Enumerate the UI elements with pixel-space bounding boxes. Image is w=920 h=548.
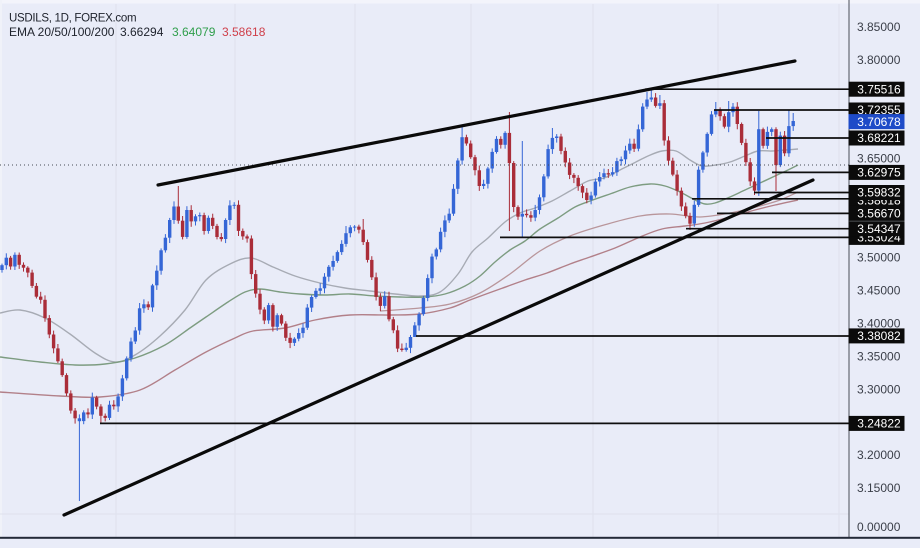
svg-text:3.59832: 3.59832 [857,186,901,200]
svg-text:3.45000: 3.45000 [857,283,901,297]
svg-text:3.15000: 3.15000 [857,481,901,495]
svg-text:3.85000: 3.85000 [857,20,901,34]
svg-text:3.62975: 3.62975 [857,166,901,180]
svg-text:3.20000: 3.20000 [857,448,901,462]
svg-text:3.38082: 3.38082 [857,329,901,343]
svg-text:3.40000: 3.40000 [857,316,901,330]
svg-text:0.00000: 0.00000 [857,520,901,534]
svg-text:3.50000: 3.50000 [857,251,901,265]
svg-text:3.30000: 3.30000 [857,382,901,396]
svg-text:3.35000: 3.35000 [857,349,901,363]
svg-text:3.58618: 3.58618 [222,25,266,39]
svg-text:3.68221: 3.68221 [857,131,901,145]
svg-text:3.70678: 3.70678 [857,115,901,129]
svg-text:3.56670: 3.56670 [857,207,901,221]
svg-text:3.54347: 3.54347 [857,222,901,236]
svg-text:3.65000: 3.65000 [857,152,901,166]
svg-text:3.75516: 3.75516 [857,82,901,96]
svg-text:3.80000: 3.80000 [857,53,901,67]
svg-text:3.72355: 3.72355 [857,103,901,117]
svg-text:3.66294: 3.66294 [120,25,164,39]
svg-text:USDILS, 1D, FOREX.com: USDILS, 1D, FOREX.com [9,13,136,25]
svg-text:3.24822: 3.24822 [857,417,901,431]
svg-text:EMA 20/50/100/200: EMA 20/50/100/200 [9,25,115,39]
svg-text:3.64079: 3.64079 [172,25,216,39]
